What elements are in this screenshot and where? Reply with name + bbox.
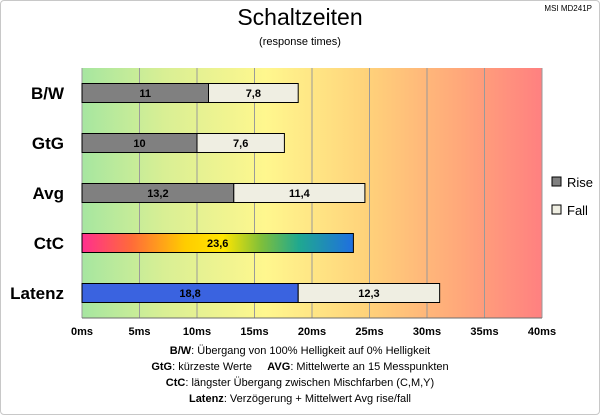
x-tick-label: 40ms bbox=[528, 326, 556, 338]
legend-swatch-fall bbox=[551, 204, 562, 215]
legend-label-fall: Fall bbox=[567, 203, 588, 218]
x-tick-label: 30ms bbox=[413, 326, 441, 338]
note-bw: B/W: Übergang von 100% Helligkeit auf 0%… bbox=[169, 345, 431, 357]
data-label: 11,4 bbox=[289, 188, 311, 200]
data-label: 7,6 bbox=[233, 138, 248, 150]
legend-swatch-rise bbox=[551, 176, 562, 187]
x-tick-label: 20ms bbox=[298, 326, 326, 338]
note-latenz: Latenz: Verzögerung + Mittelwert Avg ris… bbox=[188, 393, 412, 405]
data-label: 11 bbox=[139, 88, 151, 100]
note-ctc: CtC: längster Übergang zwischen Mischfar… bbox=[165, 377, 435, 389]
data-label: 10 bbox=[133, 138, 145, 150]
x-tick-label: 15ms bbox=[240, 326, 268, 338]
bar-fall bbox=[297, 283, 441, 303]
x-tick-label: 10ms bbox=[183, 326, 211, 338]
bar-ctc bbox=[81, 233, 354, 253]
chart-title: Schaltzeiten bbox=[237, 4, 363, 30]
note-gtg-avg: GtG: kürzeste Werte AVG: Mittelwerte an … bbox=[151, 361, 449, 373]
data-label: 23,6 bbox=[207, 238, 228, 250]
notes: B/W: Übergang von 100% Helligkeit auf 0%… bbox=[0, 343, 600, 407]
data-label: 7,8 bbox=[246, 88, 261, 100]
bar-fall bbox=[208, 83, 299, 103]
monitor-model: MSI MD241P bbox=[544, 4, 592, 13]
data-label: 13,2 bbox=[147, 188, 168, 200]
x-tick-label: 25ms bbox=[355, 326, 383, 338]
category-label: Avg bbox=[33, 184, 65, 203]
category-label: GtG bbox=[32, 134, 64, 153]
data-label: 12,3 bbox=[358, 288, 379, 300]
data-label: 18,8 bbox=[179, 288, 200, 300]
x-tick-label: 5ms bbox=[128, 326, 150, 338]
category-label: B/W bbox=[31, 84, 65, 103]
bar-fall bbox=[196, 133, 285, 153]
x-tick-label: 35ms bbox=[470, 326, 498, 338]
category-label: CtC bbox=[34, 234, 64, 253]
x-tick-label: 0ms bbox=[71, 326, 93, 338]
legend-label-rise: Rise bbox=[567, 175, 593, 190]
chart-subtitle: (response times) bbox=[259, 36, 341, 48]
category-label: Latenz bbox=[10, 284, 64, 303]
bar-fall bbox=[233, 183, 366, 203]
